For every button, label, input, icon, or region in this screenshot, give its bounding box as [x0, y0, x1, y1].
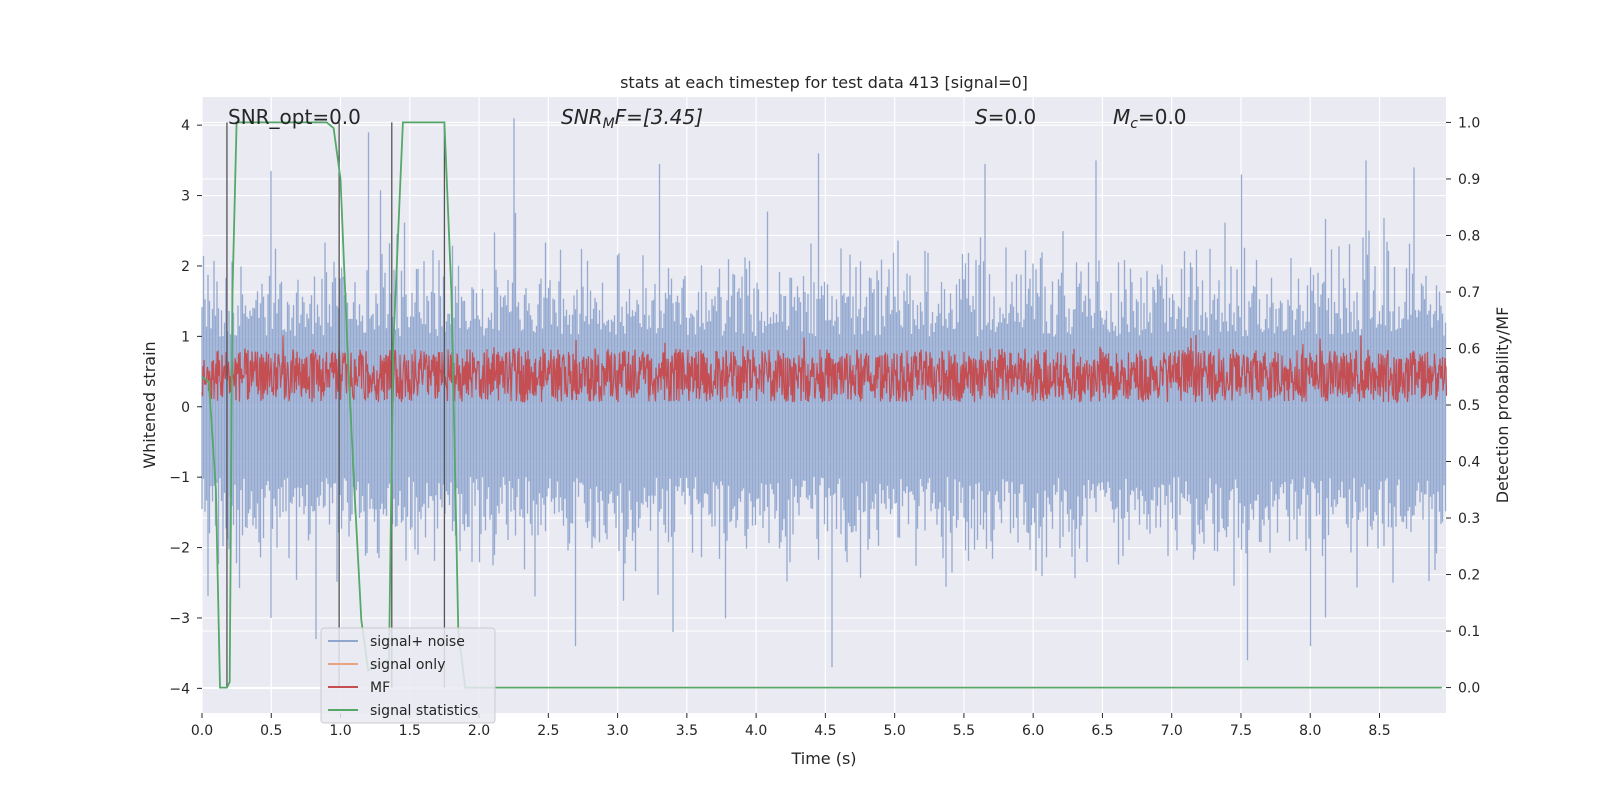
annotations: SNR_opt=0.0 SNRMF=[3.45] S=0.0 Mc=0.0 [228, 105, 1187, 132]
y-tick-label-left: 1 [181, 329, 190, 345]
x-tick-label: 7.0 [1161, 723, 1183, 739]
snr-mf-symbol: SNR [561, 105, 603, 129]
x-tick-label: 2.0 [468, 723, 490, 739]
s-value: =0.0 [988, 105, 1037, 129]
snr-mf-subscript: M [603, 116, 615, 132]
snr-mf-value: F=[3.45] [615, 105, 703, 129]
annotation-snr-opt: SNR_opt=0.0 [228, 105, 361, 129]
y-tick-label-left: −1 [169, 470, 190, 486]
y-tick-label-left: 2 [181, 259, 190, 275]
annotation-mc: Mc=0.0 [1113, 105, 1187, 132]
mf-line [201, 335, 1448, 404]
chart-title: stats at each timestep for test data 413… [620, 73, 1028, 92]
y-tick-label-right: 0.1 [1458, 624, 1480, 640]
y-tick-label-left: −4 [169, 681, 190, 697]
y-axis-label-left: Whitened strain [140, 341, 159, 468]
x-tick-label: 7.5 [1230, 723, 1252, 739]
mc-subscript: c [1130, 116, 1138, 132]
y-tick-label-right: 0.7 [1458, 285, 1480, 301]
y-tick-label-right: 0.5 [1458, 398, 1480, 414]
x-tick-label: 1.0 [329, 723, 351, 739]
series-mf [201, 335, 1448, 404]
annotation-snr-mf: SNRMF=[3.45] [561, 105, 703, 132]
x-tick-label: 2.5 [537, 723, 559, 739]
x-axis-label: Time (s) [790, 749, 856, 768]
x-tick-label: 5.0 [884, 723, 906, 739]
y-tick-label-left: 3 [181, 189, 190, 205]
y-tick-label-right: 0.4 [1458, 455, 1480, 471]
x-tick-label: 0.5 [260, 723, 282, 739]
y-tick-label-right: 0.8 [1458, 228, 1480, 244]
x-tick-label: 6.0 [1022, 723, 1044, 739]
x-tick-label: 5.5 [953, 723, 975, 739]
y-tick-label-right: 1.0 [1458, 115, 1480, 131]
y-tick-label-right: 0.6 [1458, 341, 1480, 357]
x-tick-label: 8.5 [1368, 723, 1390, 739]
legend-box [320, 627, 496, 724]
x-tick-label: 8.0 [1299, 723, 1321, 739]
legend-label-signal-noise: signal+ noise [370, 634, 465, 650]
y-tick-label-left: −3 [169, 611, 190, 627]
y-tick-label-left: −2 [169, 541, 190, 557]
axis-ticks: 0.0 0.5 1.0 1.5 2.0 2.5 3.0 3.5 4.0 4.5 5.0 5.5 6.0 6… [169, 115, 1480, 739]
s-symbol: S [975, 105, 988, 129]
x-tick-label: 6.5 [1091, 723, 1113, 739]
mc-symbol: M [1113, 105, 1130, 129]
mc-value: =0.0 [1138, 105, 1187, 129]
x-tick-label: 1.5 [399, 723, 421, 739]
y-tick-label-right: 0.2 [1458, 568, 1480, 584]
x-tick-label: 4.0 [745, 723, 767, 739]
x-tick-label: 4.5 [814, 723, 836, 739]
annotation-s: S=0.0 [975, 105, 1036, 129]
y-tick-label-right: 0.0 [1458, 681, 1480, 697]
series-signal-statistics [201, 121, 1442, 689]
y-tick-label-left: 0 [181, 400, 190, 416]
y-axis-label-right: Detection probability/MF [1493, 307, 1512, 504]
y-tick-label-right: 0.3 [1458, 511, 1480, 527]
legend: signal+ noise signal only MF signal stat… [320, 627, 496, 724]
y-tick-label-right: 0.9 [1458, 172, 1480, 188]
legend-label-signal-statistics: signal statistics [370, 703, 478, 719]
legend-label-mf: MF [370, 680, 390, 696]
x-tick-label: 3.0 [606, 723, 628, 739]
x-tick-label: 3.5 [676, 723, 698, 739]
legend-label-signal-only: signal only [370, 657, 445, 673]
signal-statistics-line [201, 121, 1442, 689]
x-tick-label: 0.0 [191, 723, 213, 739]
y-tick-label-left: 4 [181, 118, 190, 134]
